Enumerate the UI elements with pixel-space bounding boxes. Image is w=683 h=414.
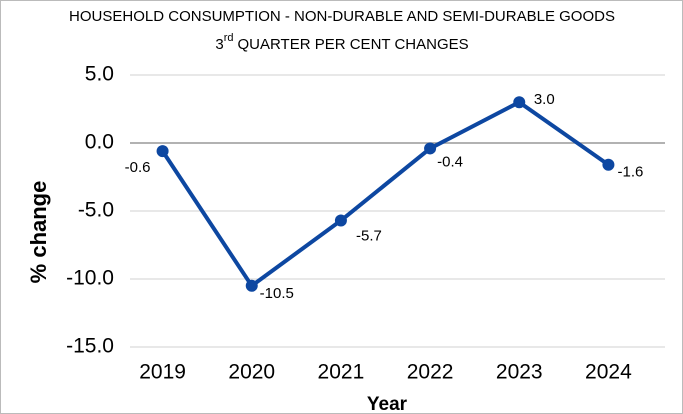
x-tick-label: 2021	[318, 361, 365, 384]
data-label: -1.6	[617, 164, 643, 181]
y-tick-label: -5.0	[78, 199, 114, 222]
point	[334, 214, 347, 227]
subtitle-text: QUARTER PER CENT CHANGES	[237, 36, 468, 53]
data-label: -10.5	[260, 285, 294, 302]
chart-title: HOUSEHOLD CONSUMPTION - NON-DURABLE AND …	[69, 8, 615, 25]
y-tick-label: 0.0	[85, 131, 114, 154]
data-label: -0.4	[437, 153, 463, 170]
x-tick-label: 2019	[139, 361, 186, 384]
x-axis-title: Year	[367, 394, 408, 414]
point	[602, 158, 615, 171]
data-label: -5.7	[356, 227, 382, 244]
y-tick-label: -10.0	[66, 267, 114, 290]
y-axis-title: % change	[26, 181, 51, 284]
subtitle-suffix: rd	[224, 32, 234, 44]
x-tick-label: 2020	[228, 361, 275, 384]
x-tick-label: 2023	[496, 361, 543, 384]
x-tick-label: 2022	[407, 361, 454, 384]
point	[156, 145, 169, 158]
data-label: -0.6	[125, 159, 151, 176]
data-label: 3.0	[534, 91, 555, 108]
point	[513, 96, 526, 109]
y-tick-label: 5.0	[85, 63, 114, 86]
line	[160, 100, 610, 288]
point	[245, 279, 258, 292]
subtitle-number: 3	[215, 36, 223, 53]
x-tick-label: 2024	[585, 361, 632, 384]
y-tick-label: -15.0	[66, 335, 114, 358]
point	[424, 142, 437, 155]
chart-subtitle: 3rd QUARTER PER CENT CHANGES	[215, 32, 468, 53]
